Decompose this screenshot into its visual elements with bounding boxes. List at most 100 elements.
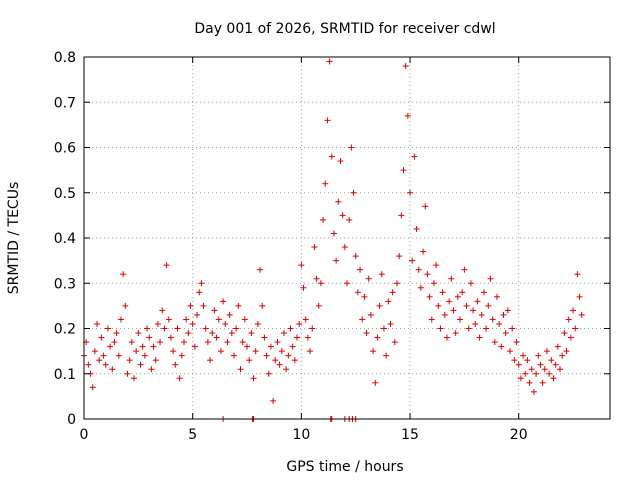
data-point (183, 316, 190, 323)
data-point (548, 357, 555, 364)
data-point (257, 266, 264, 273)
data-point (137, 361, 144, 368)
data-point (296, 320, 303, 327)
data-point (217, 348, 224, 355)
data-point (113, 330, 120, 337)
data-point (422, 203, 429, 210)
data-point (524, 357, 531, 364)
data-point (533, 370, 540, 377)
data-point (150, 343, 157, 350)
data-point (365, 275, 372, 282)
data-point (135, 330, 142, 337)
data-point (196, 289, 203, 296)
data-point (357, 266, 364, 273)
data-point (298, 262, 305, 269)
data-point (517, 375, 524, 382)
data-point (311, 244, 318, 251)
y-tick-label: 0.3 (54, 276, 76, 292)
data-point (552, 361, 559, 368)
plot-frame (83, 56, 611, 420)
data-point (400, 167, 407, 174)
data-point (191, 343, 198, 350)
data-point (430, 280, 437, 287)
data-point (215, 316, 222, 323)
data-point (383, 352, 390, 359)
data-point (409, 257, 416, 264)
x-tick-label: 15 (401, 427, 419, 443)
data-point (478, 311, 485, 318)
data-point (304, 334, 311, 341)
x-tick-label: 20 (510, 427, 528, 443)
y-tick-label: 0.4 (54, 231, 76, 247)
data-point (522, 370, 529, 377)
data-point (424, 271, 431, 278)
data-point (435, 302, 442, 309)
data-point (185, 330, 192, 337)
data-point (420, 248, 427, 255)
data-point (207, 357, 214, 364)
data-point (493, 293, 500, 300)
data-point (463, 302, 470, 309)
data-point (433, 262, 440, 269)
data-point (241, 316, 248, 323)
data-point (502, 330, 509, 337)
axis-ticks: 0 0.1 0.2 0.3 0.4 0.5 0.6 0.7 0.8 0 5 10 15 20 (54, 50, 610, 443)
data-point (417, 284, 424, 291)
data-point (200, 302, 207, 309)
data-point (363, 330, 370, 337)
data-point (448, 275, 455, 282)
data-point (426, 293, 433, 300)
data-point (211, 307, 218, 314)
data-point (226, 311, 233, 318)
data-point (487, 275, 494, 282)
data-point (543, 348, 550, 355)
data-point (352, 253, 359, 260)
data-point (457, 316, 464, 323)
data-point (411, 153, 418, 160)
data-point (570, 307, 577, 314)
data-point (507, 348, 514, 355)
data-point (337, 158, 344, 165)
data-point (152, 357, 159, 364)
data-point (233, 325, 240, 332)
data-point (567, 334, 574, 341)
data-point (235, 302, 242, 309)
data-point (465, 325, 472, 332)
data-point (470, 307, 477, 314)
data-point (546, 370, 553, 377)
data-point (224, 339, 231, 346)
data-point (557, 366, 564, 373)
data-point (413, 225, 420, 232)
data-point (109, 366, 116, 373)
data-point (322, 180, 329, 187)
data-point (476, 334, 483, 341)
data-point (250, 375, 257, 382)
x-axis-label: GPS time / hours (286, 459, 403, 475)
data-point (111, 339, 118, 346)
data-point (259, 302, 266, 309)
data-point (391, 339, 398, 346)
data-point (380, 325, 387, 332)
data-point (189, 320, 196, 327)
data-point (550, 375, 557, 382)
data-point (278, 348, 285, 355)
data-point (428, 316, 435, 323)
data-point (267, 343, 274, 350)
data-point (180, 339, 187, 346)
data-point (489, 316, 496, 323)
data-point (172, 361, 179, 368)
data-point (130, 375, 137, 382)
data-point (144, 325, 151, 332)
data-point (511, 357, 518, 364)
data-point (563, 348, 570, 355)
data-point (163, 262, 170, 269)
data-point (315, 302, 322, 309)
data-point (120, 271, 127, 278)
data-point (348, 144, 355, 151)
data-point (204, 339, 211, 346)
data-point (359, 316, 366, 323)
data-point (94, 320, 101, 327)
data-point (261, 334, 268, 341)
data-point (187, 302, 194, 309)
data-point (287, 325, 294, 332)
